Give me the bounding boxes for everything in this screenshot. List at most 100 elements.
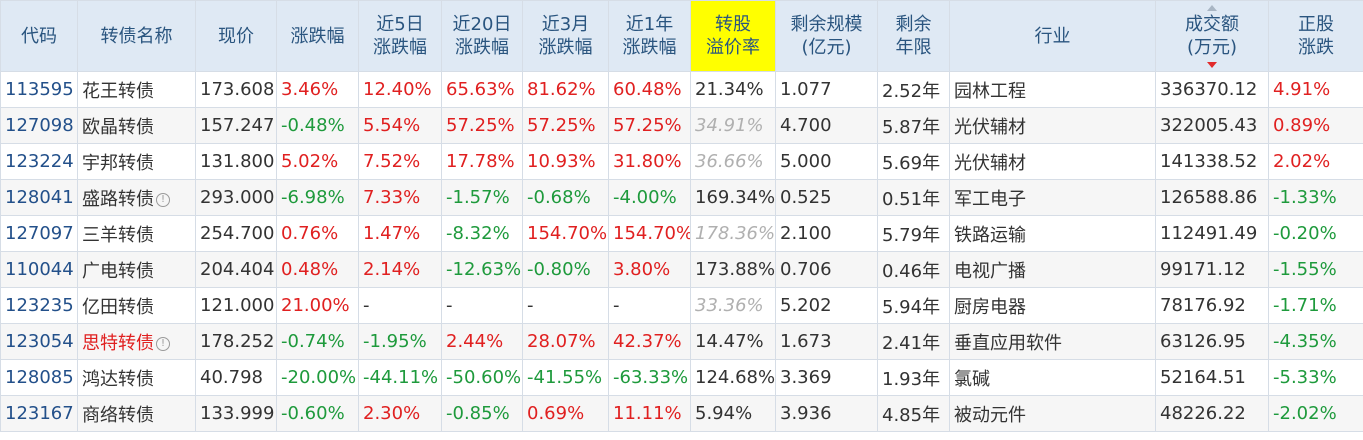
col-header-size[interactable]: 剩余规模 (亿元) bbox=[775, 0, 878, 72]
info-icon[interactable]: ! bbox=[156, 192, 170, 207]
bond-code-link[interactable]: 113595 bbox=[0, 71, 78, 108]
years-cell: 5.79年 bbox=[877, 215, 950, 252]
col-header-volume[interactable]: 成交额 (万元) bbox=[1155, 0, 1269, 72]
size-cell: 3.369 bbox=[775, 359, 878, 396]
bond-code-link[interactable]: 128041 bbox=[0, 179, 78, 216]
years-cell: 2.52年 bbox=[877, 71, 950, 108]
bond-name-link[interactable]: 宇邦转债 bbox=[77, 143, 196, 180]
bond-code-link[interactable]: 123167 bbox=[0, 395, 78, 432]
bond-name-link[interactable]: 亿田转债 bbox=[77, 287, 196, 324]
change-cell: 3.46% bbox=[276, 71, 359, 108]
change-20d-cell: -50.60% bbox=[441, 359, 523, 396]
change-5d-cell: 7.33% bbox=[358, 179, 442, 216]
col-header-change[interactable]: 涨跌幅 bbox=[276, 0, 359, 72]
change-3m-cell: 154.70% bbox=[522, 215, 609, 252]
table-row[interactable]: 123224 宇邦转债 131.800 5.02% 7.52% 17.78% 10.93% 3… bbox=[0, 143, 1363, 180]
col-header-years[interactable]: 剩余 年限 bbox=[877, 0, 950, 72]
col-header-stock-change[interactable]: 正股 涨跌 bbox=[1268, 0, 1363, 72]
table-row[interactable]: 128041 盛路转债! 293.000 -6.98% 7.33% -1.57% -0.68… bbox=[0, 179, 1363, 216]
bond-name-link[interactable]: 花王转债 bbox=[77, 71, 196, 108]
years-cell: 5.94年 bbox=[877, 287, 950, 324]
change-3m-cell: 81.62% bbox=[522, 71, 609, 108]
table-row[interactable]: 123167 商络转债 133.999 -0.60% 2.30% -0.85% 0.69% 1… bbox=[0, 395, 1363, 432]
table-row[interactable]: 110044 广电转债 204.404 0.48% 2.14% -12.63% -0.80%… bbox=[0, 251, 1363, 288]
premium-cell: 34.91% bbox=[690, 107, 776, 144]
bond-name-link[interactable]: 三羊转债 bbox=[77, 215, 196, 252]
col-header-change-20d[interactable]: 近20日 涨跌幅 bbox=[441, 0, 523, 72]
col-header-premium[interactable]: 转股 溢价率 bbox=[690, 0, 776, 72]
bond-code-link[interactable]: 110044 bbox=[0, 251, 78, 288]
size-cell: 3.936 bbox=[775, 395, 878, 432]
stock-change-cell: 4.91% bbox=[1268, 71, 1363, 108]
volume-cell: 126588.86 bbox=[1155, 179, 1269, 216]
change-20d-cell: 17.78% bbox=[441, 143, 523, 180]
stock-change-cell: 2.02% bbox=[1268, 143, 1363, 180]
table-body: 113595 花王转债 173.608 3.46% 12.40% 65.63% 81.62%… bbox=[0, 71, 1363, 432]
change-3m-cell: -41.55% bbox=[522, 359, 609, 396]
bond-code-link[interactable]: 123224 bbox=[0, 143, 78, 180]
volume-cell: 336370.12 bbox=[1155, 71, 1269, 108]
table-row[interactable]: 127097 三羊转债 254.700 0.76% 1.47% -8.32% 154.70%… bbox=[0, 215, 1363, 252]
table-row[interactable]: 127098 欧晶转债 157.247 -0.48% 5.54% 57.25% 57.25%… bbox=[0, 107, 1363, 144]
change-cell: -0.48% bbox=[276, 107, 359, 144]
stock-change-cell: -1.55% bbox=[1268, 251, 1363, 288]
info-icon[interactable]: ! bbox=[156, 336, 170, 351]
change-3m-cell: 0.69% bbox=[522, 395, 609, 432]
bond-name-link[interactable]: 思特转债! bbox=[77, 323, 196, 360]
col-header-code[interactable]: 代码 bbox=[0, 0, 78, 72]
col-header-change-5d[interactable]: 近5日 涨跌幅 bbox=[358, 0, 442, 72]
volume-cell: 141338.52 bbox=[1155, 143, 1269, 180]
table-row[interactable]: 113595 花王转债 173.608 3.46% 12.40% 65.63% 81.62%… bbox=[0, 71, 1363, 108]
sort-asc-icon[interactable] bbox=[1207, 5, 1217, 11]
bond-code-link[interactable]: 127098 bbox=[0, 107, 78, 144]
table-row[interactable]: 123235 亿田转债 121.000 21.00% - - - -33.36% 5.202 5.… bbox=[0, 287, 1363, 324]
bond-code-link[interactable]: 127097 bbox=[0, 215, 78, 252]
sort-desc-icon[interactable] bbox=[1207, 62, 1217, 68]
col-header-industry[interactable]: 行业 bbox=[949, 0, 1156, 72]
size-cell: 1.673 bbox=[775, 323, 878, 360]
change-1y-cell: -4.00% bbox=[608, 179, 691, 216]
years-cell: 2.41年 bbox=[877, 323, 950, 360]
industry-cell: 厨房电器 bbox=[949, 287, 1156, 324]
col-header-name[interactable]: 转债名称 bbox=[77, 0, 196, 72]
premium-cell: 14.47% bbox=[690, 323, 776, 360]
premium-cell: 21.34% bbox=[690, 71, 776, 108]
bond-name-link[interactable]: 鸿达转债 bbox=[77, 359, 196, 396]
change-1y-cell: 57.25% bbox=[608, 107, 691, 144]
stock-change-cell: -0.20% bbox=[1268, 215, 1363, 252]
years-cell: 1.93年 bbox=[877, 359, 950, 396]
bond-code-link[interactable]: 128085 bbox=[0, 359, 78, 396]
change-5d-cell: - bbox=[358, 287, 442, 324]
change-5d-cell: 2.30% bbox=[358, 395, 442, 432]
price-cell: 157.247 bbox=[195, 107, 277, 144]
change-cell: -20.00% bbox=[276, 359, 359, 396]
industry-cell: 电视广播 bbox=[949, 251, 1156, 288]
bond-code-link[interactable]: 123054 bbox=[0, 323, 78, 360]
change-1y-cell: 11.11% bbox=[608, 395, 691, 432]
col-header-price[interactable]: 现价 bbox=[195, 0, 277, 72]
size-cell: 1.077 bbox=[775, 71, 878, 108]
bond-name-link[interactable]: 广电转债 bbox=[77, 251, 196, 288]
bond-code-link[interactable]: 123235 bbox=[0, 287, 78, 324]
col-header-change-3m[interactable]: 近3月 涨跌幅 bbox=[522, 0, 609, 72]
change-20d-cell: 57.25% bbox=[441, 107, 523, 144]
change-20d-cell: -1.57% bbox=[441, 179, 523, 216]
change-1y-cell: 3.80% bbox=[608, 251, 691, 288]
stock-change-cell: -5.33% bbox=[1268, 359, 1363, 396]
col-header-volume-label: 成交额 (万元) bbox=[1185, 14, 1239, 58]
col-header-change-1y[interactable]: 近1年 涨跌幅 bbox=[608, 0, 691, 72]
price-cell: 293.000 bbox=[195, 179, 277, 216]
bond-name-link[interactable]: 欧晶转债 bbox=[77, 107, 196, 144]
change-cell: -6.98% bbox=[276, 179, 359, 216]
premium-cell: 124.68% bbox=[690, 359, 776, 396]
price-cell: 254.700 bbox=[195, 215, 277, 252]
bond-name-link[interactable]: 商络转债 bbox=[77, 395, 196, 432]
bond-name-link[interactable]: 盛路转债! bbox=[77, 179, 196, 216]
table-row[interactable]: 128085 鸿达转债 40.798 -20.00% -44.11% -50.60% -41… bbox=[0, 359, 1363, 396]
industry-cell: 垂直应用软件 bbox=[949, 323, 1156, 360]
stock-change-cell: -4.35% bbox=[1268, 323, 1363, 360]
change-20d-cell: -12.63% bbox=[441, 251, 523, 288]
volume-cell: 78176.92 bbox=[1155, 287, 1269, 324]
table-row[interactable]: 123054 思特转债! 178.252 -0.74% -1.95% 2.44% 28.07… bbox=[0, 323, 1363, 360]
